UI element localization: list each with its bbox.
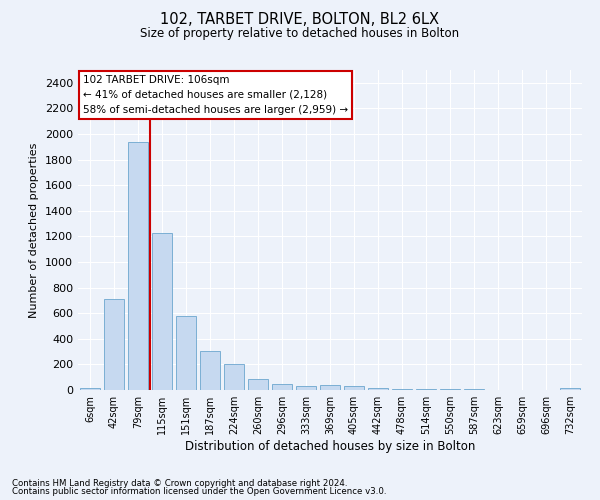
Bar [176, 316, 196, 390]
Text: Contains HM Land Registry data © Crown copyright and database right 2024.: Contains HM Land Registry data © Crown c… [12, 478, 347, 488]
Bar [368, 388, 388, 390]
Bar [224, 364, 244, 390]
Bar [560, 388, 580, 390]
Bar [128, 142, 148, 390]
Text: Size of property relative to detached houses in Bolton: Size of property relative to detached ho… [140, 28, 460, 40]
Bar [104, 299, 124, 390]
Text: Contains public sector information licensed under the Open Government Licence v3: Contains public sector information licen… [12, 487, 386, 496]
Bar [344, 386, 364, 390]
Bar [248, 379, 268, 390]
Y-axis label: Number of detached properties: Number of detached properties [29, 142, 40, 318]
Text: 102, TARBET DRIVE, BOLTON, BL2 6LX: 102, TARBET DRIVE, BOLTON, BL2 6LX [161, 12, 439, 28]
Bar [200, 351, 220, 390]
Bar [152, 232, 172, 390]
Bar [320, 385, 340, 390]
Text: 102 TARBET DRIVE: 106sqm
← 41% of detached houses are smaller (2,128)
58% of sem: 102 TARBET DRIVE: 106sqm ← 41% of detach… [83, 75, 348, 114]
Bar [272, 384, 292, 390]
Bar [80, 388, 100, 390]
Bar [296, 386, 316, 390]
X-axis label: Distribution of detached houses by size in Bolton: Distribution of detached houses by size … [185, 440, 475, 453]
